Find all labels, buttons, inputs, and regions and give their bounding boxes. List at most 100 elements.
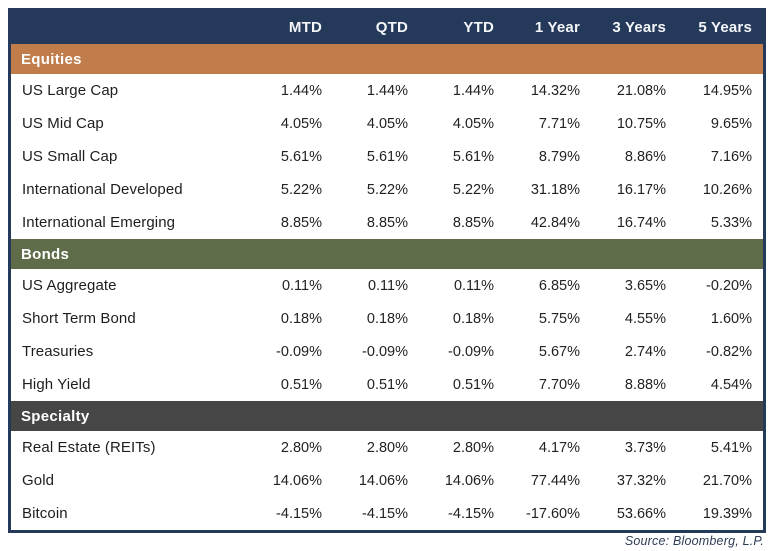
value-cell: 53.66% bbox=[616, 505, 666, 522]
value-cell: 14.06% bbox=[444, 472, 494, 489]
table-row-treasuries: Treasuries -0.09% -0.09% -0.09% 5.67% 2.74% -0… bbox=[11, 335, 763, 368]
value-cell: 7.16% bbox=[710, 148, 752, 165]
row-label: Real Estate (REITs) bbox=[22, 439, 156, 456]
value-cell: -0.20% bbox=[706, 277, 752, 294]
value-cell: 4.05% bbox=[452, 115, 494, 132]
value-cell: 5.22% bbox=[280, 181, 322, 198]
value-cell: 31.18% bbox=[530, 181, 580, 198]
row-label: US Small Cap bbox=[22, 148, 118, 165]
value-cell: 5.61% bbox=[280, 148, 322, 165]
value-cell: -0.09% bbox=[276, 343, 322, 360]
table-row-gold: Gold 14.06% 14.06% 14.06% 77.44% 37.32% 21.70% bbox=[11, 464, 763, 497]
value-cell: 1.60% bbox=[710, 310, 752, 327]
value-cell: 16.17% bbox=[616, 181, 666, 198]
value-cell: 77.44% bbox=[530, 472, 580, 489]
row-label: US Aggregate bbox=[22, 277, 117, 294]
value-cell: -17.60% bbox=[525, 505, 580, 522]
row-label: International Emerging bbox=[22, 214, 176, 231]
value-cell: 19.39% bbox=[702, 505, 752, 522]
value-cell: -0.09% bbox=[362, 343, 408, 360]
value-cell: 1.44% bbox=[452, 82, 494, 99]
value-cell: 0.18% bbox=[280, 310, 322, 327]
value-cell: 0.18% bbox=[452, 310, 494, 327]
table-body: Equities US Large Cap 1.44% 1.44% 1.44% 14.32… bbox=[11, 44, 763, 530]
value-cell: 14.06% bbox=[272, 472, 322, 489]
row-label: US Mid Cap bbox=[22, 115, 104, 132]
column-header-ytd: YTD bbox=[463, 19, 494, 36]
value-cell: 4.55% bbox=[624, 310, 666, 327]
table-row-international-developed: International Developed 5.22% 5.22% 5.22% 31… bbox=[11, 173, 763, 206]
value-cell: 1.44% bbox=[366, 82, 408, 99]
value-cell: 5.67% bbox=[538, 343, 580, 360]
value-cell: 5.41% bbox=[710, 439, 752, 456]
value-cell: 8.79% bbox=[538, 148, 580, 165]
value-cell: 6.85% bbox=[538, 277, 580, 294]
value-cell: 4.05% bbox=[366, 115, 408, 132]
value-cell: 0.11% bbox=[453, 277, 494, 294]
value-cell: 14.32% bbox=[530, 82, 580, 99]
value-cell: 8.88% bbox=[624, 376, 666, 393]
table-row-us-aggregate: US Aggregate 0.11% 0.11% 0.11% 6.85% 3.65% -0.… bbox=[11, 269, 763, 302]
row-label: International Developed bbox=[22, 181, 183, 198]
column-header-mtd: MTD bbox=[288, 19, 322, 36]
value-cell: 7.70% bbox=[538, 376, 580, 393]
value-cell: 10.75% bbox=[616, 115, 666, 132]
value-cell: 21.08% bbox=[616, 82, 666, 99]
table-row-bitcoin: Bitcoin -4.15% -4.15% -4.15% -17.60% 53.66% 19… bbox=[11, 497, 763, 530]
value-cell: 2.74% bbox=[624, 343, 666, 360]
section-header-equities: Equities bbox=[11, 44, 763, 74]
value-cell: 14.95% bbox=[702, 82, 752, 99]
table-row-international-emerging: International Emerging 8.85% 8.85% 8.85% 42.… bbox=[11, 206, 763, 239]
value-cell: 5.61% bbox=[366, 148, 408, 165]
table-row-us-large-cap: US Large Cap 1.44% 1.44% 1.44% 14.32% 21.08% 1… bbox=[11, 74, 763, 107]
row-label: US Large Cap bbox=[22, 82, 119, 99]
value-cell: 8.85% bbox=[366, 214, 408, 231]
table-row-us-mid-cap: US Mid Cap 4.05% 4.05% 4.05% 7.71% 10.75% 9.65… bbox=[11, 107, 763, 140]
table-row-short-term-bond: Short Term Bond 0.18% 0.18% 0.18% 5.75% 4.55%… bbox=[11, 302, 763, 335]
column-header-qtd: QTD bbox=[375, 19, 408, 36]
value-cell: 5.61% bbox=[452, 148, 494, 165]
value-cell: 2.80% bbox=[452, 439, 494, 456]
value-cell: 5.33% bbox=[710, 214, 752, 231]
value-cell: -4.15% bbox=[362, 505, 408, 522]
value-cell: 5.22% bbox=[366, 181, 408, 198]
value-cell: 1.44% bbox=[280, 82, 322, 99]
table-row-high-yield: High Yield 0.51% 0.51% 0.51% 7.70% 8.88% 4.54% bbox=[11, 368, 763, 401]
value-cell: 4.54% bbox=[710, 376, 752, 393]
value-cell: 5.75% bbox=[538, 310, 580, 327]
value-cell: 9.65% bbox=[710, 115, 752, 132]
value-cell: 0.11% bbox=[281, 277, 322, 294]
column-header-3-years: 3 Years bbox=[612, 19, 666, 36]
row-label: High Yield bbox=[22, 376, 91, 393]
value-cell: 14.06% bbox=[358, 472, 408, 489]
value-cell: 2.80% bbox=[280, 439, 322, 456]
value-cell: 2.80% bbox=[366, 439, 408, 456]
value-cell: -0.09% bbox=[448, 343, 494, 360]
row-label: Treasuries bbox=[22, 343, 94, 360]
value-cell: 0.11% bbox=[367, 277, 408, 294]
value-cell: 0.51% bbox=[366, 376, 408, 393]
value-cell: 10.26% bbox=[702, 181, 752, 198]
row-label: Short Term Bond bbox=[22, 310, 136, 327]
source-caption: Source: Bloomberg, L.P. bbox=[624, 534, 764, 548]
row-label: Gold bbox=[22, 472, 55, 489]
value-cell: 4.17% bbox=[538, 439, 580, 456]
value-cell: 42.84% bbox=[530, 214, 580, 231]
value-cell: 4.05% bbox=[280, 115, 322, 132]
value-cell: -0.82% bbox=[706, 343, 752, 360]
table-header-row: MTD QTD YTD 1 Year 3 Years 5 Years bbox=[11, 11, 763, 44]
value-cell: -4.15% bbox=[276, 505, 322, 522]
value-cell: 0.51% bbox=[280, 376, 322, 393]
column-header-1-year: 1 Year bbox=[534, 19, 580, 36]
section-header-bonds: Bonds bbox=[11, 239, 763, 269]
value-cell: 3.73% bbox=[624, 439, 666, 456]
value-cell: 8.85% bbox=[280, 214, 322, 231]
value-cell: 8.85% bbox=[452, 214, 494, 231]
table-row-real-estate-reits: Real Estate (REITs) 2.80% 2.80% 2.80% 4.17% 3… bbox=[11, 431, 763, 464]
value-cell: 16.74% bbox=[616, 214, 666, 231]
value-cell: 0.51% bbox=[452, 376, 494, 393]
row-label: Bitcoin bbox=[22, 505, 68, 522]
table-row-us-small-cap: US Small Cap 5.61% 5.61% 5.61% 8.79% 8.86% 7.1… bbox=[11, 140, 763, 173]
value-cell: 37.32% bbox=[616, 472, 666, 489]
